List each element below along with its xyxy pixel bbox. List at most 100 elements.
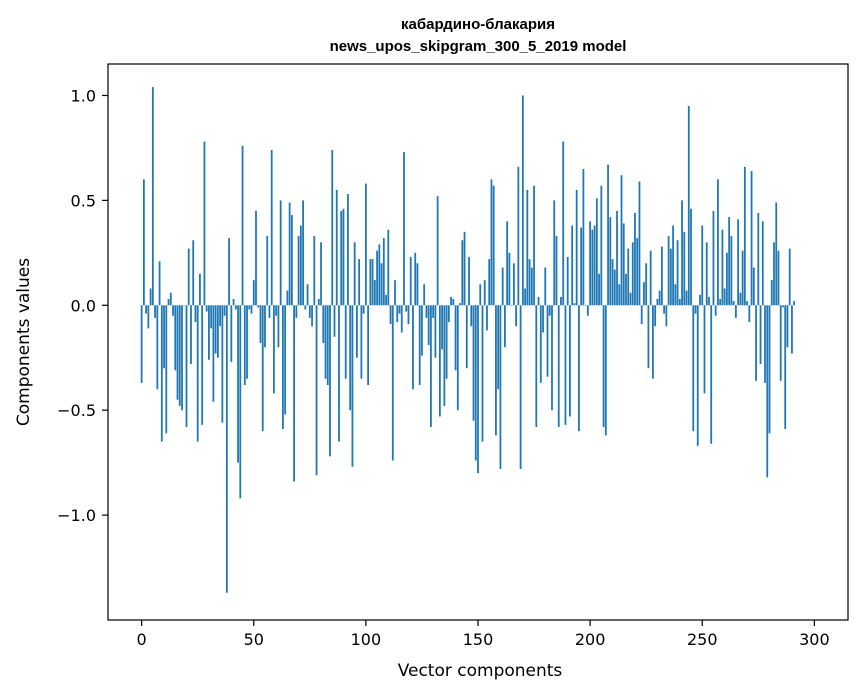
bar-90 bbox=[342, 208, 345, 306]
bar-230 bbox=[656, 298, 659, 306]
bar-283 bbox=[775, 202, 778, 306]
bar-100 bbox=[364, 183, 367, 306]
bar-119 bbox=[407, 305, 410, 325]
y-tick-label: 1.0 bbox=[71, 86, 96, 105]
bar-86 bbox=[333, 305, 336, 337]
bar-173 bbox=[528, 259, 531, 306]
bar-61 bbox=[277, 305, 280, 348]
bar-258 bbox=[719, 298, 722, 306]
bar-107 bbox=[380, 263, 383, 306]
bar-208 bbox=[607, 164, 609, 306]
bar-85 bbox=[331, 150, 334, 306]
bar-51 bbox=[255, 210, 257, 306]
bar-193 bbox=[573, 303, 576, 306]
bar-15 bbox=[174, 305, 177, 371]
bar-66 bbox=[288, 202, 291, 306]
bar-139 bbox=[452, 298, 455, 306]
bar-145 bbox=[465, 305, 468, 369]
bar-93 bbox=[349, 305, 352, 411]
bar-167 bbox=[515, 305, 518, 327]
bar-157 bbox=[492, 185, 495, 306]
bar-9 bbox=[160, 305, 163, 442]
bar-103 bbox=[371, 259, 374, 306]
bar-65 bbox=[286, 290, 289, 306]
bar-6 bbox=[154, 305, 156, 318]
bar-204 bbox=[598, 273, 600, 306]
bar-259 bbox=[721, 229, 724, 306]
bar-272 bbox=[750, 171, 753, 306]
bar-288 bbox=[786, 305, 789, 348]
bar-124 bbox=[418, 305, 421, 386]
bar-291 bbox=[793, 301, 796, 306]
bar-36 bbox=[221, 305, 224, 423]
bar-109 bbox=[385, 294, 387, 306]
bar-207 bbox=[604, 305, 607, 436]
bar-134 bbox=[441, 305, 444, 350]
bar-84 bbox=[329, 305, 331, 457]
x-tick-label: 200 bbox=[575, 630, 606, 649]
chart-subtitle: news_upos_skipgram_300_5_2019 model bbox=[330, 38, 627, 55]
bar-129 bbox=[430, 305, 432, 427]
bar-227 bbox=[649, 250, 652, 306]
bar-113 bbox=[394, 280, 396, 306]
x-axis-label: Vector components bbox=[398, 661, 563, 681]
bar-12 bbox=[167, 298, 170, 306]
bar-54 bbox=[261, 305, 264, 432]
bar-53 bbox=[259, 305, 262, 344]
bar-10 bbox=[163, 305, 165, 369]
bar-151 bbox=[479, 284, 482, 306]
bar-279 bbox=[766, 305, 769, 478]
bar-80 bbox=[320, 242, 322, 306]
bar-14 bbox=[172, 305, 174, 316]
bar-178 bbox=[539, 305, 542, 383]
bar-67 bbox=[290, 215, 293, 306]
bar-74 bbox=[306, 284, 309, 306]
bar-140 bbox=[454, 305, 457, 371]
bar-282 bbox=[773, 242, 775, 306]
y-tick-label: −0.5 bbox=[57, 401, 96, 420]
bar-186 bbox=[557, 305, 560, 427]
bar-177 bbox=[537, 296, 540, 306]
bar-239 bbox=[676, 240, 679, 306]
bar-250 bbox=[701, 225, 704, 306]
bar-260 bbox=[723, 288, 726, 306]
bar-164 bbox=[508, 252, 511, 306]
bar-91 bbox=[344, 305, 347, 379]
bar-206 bbox=[602, 305, 605, 427]
x-tick-label: 0 bbox=[137, 630, 147, 649]
bar-277 bbox=[761, 221, 764, 306]
bar-24 bbox=[194, 305, 197, 323]
bar-122 bbox=[414, 252, 417, 306]
bar-270 bbox=[746, 301, 748, 306]
bar-236 bbox=[669, 248, 672, 306]
bar-131 bbox=[434, 305, 437, 358]
bar-115 bbox=[398, 305, 401, 314]
bar-163 bbox=[506, 221, 509, 306]
bar-217 bbox=[627, 248, 630, 306]
bar-169 bbox=[519, 305, 522, 469]
bar-37 bbox=[223, 305, 226, 316]
bar-73 bbox=[304, 305, 307, 310]
bar-137 bbox=[447, 305, 450, 323]
bar-285 bbox=[779, 305, 782, 381]
bar-130 bbox=[432, 305, 435, 318]
y-tick-label: 0.5 bbox=[71, 191, 96, 210]
bar-223 bbox=[640, 305, 643, 325]
bar-202 bbox=[593, 225, 596, 306]
bar-232 bbox=[660, 246, 663, 306]
bar-11 bbox=[165, 305, 168, 434]
bar-83 bbox=[326, 305, 329, 386]
bar-98 bbox=[360, 305, 363, 379]
bar-159 bbox=[497, 305, 500, 390]
bar-87 bbox=[335, 189, 338, 306]
bar-170 bbox=[521, 95, 524, 306]
bar-72 bbox=[302, 200, 304, 306]
bar-219 bbox=[631, 242, 634, 306]
bar-52 bbox=[257, 305, 260, 308]
bar-196 bbox=[580, 227, 583, 306]
bar-226 bbox=[647, 305, 650, 369]
bar-77 bbox=[313, 236, 316, 306]
bar-160 bbox=[499, 305, 502, 469]
bar-25 bbox=[196, 305, 199, 442]
